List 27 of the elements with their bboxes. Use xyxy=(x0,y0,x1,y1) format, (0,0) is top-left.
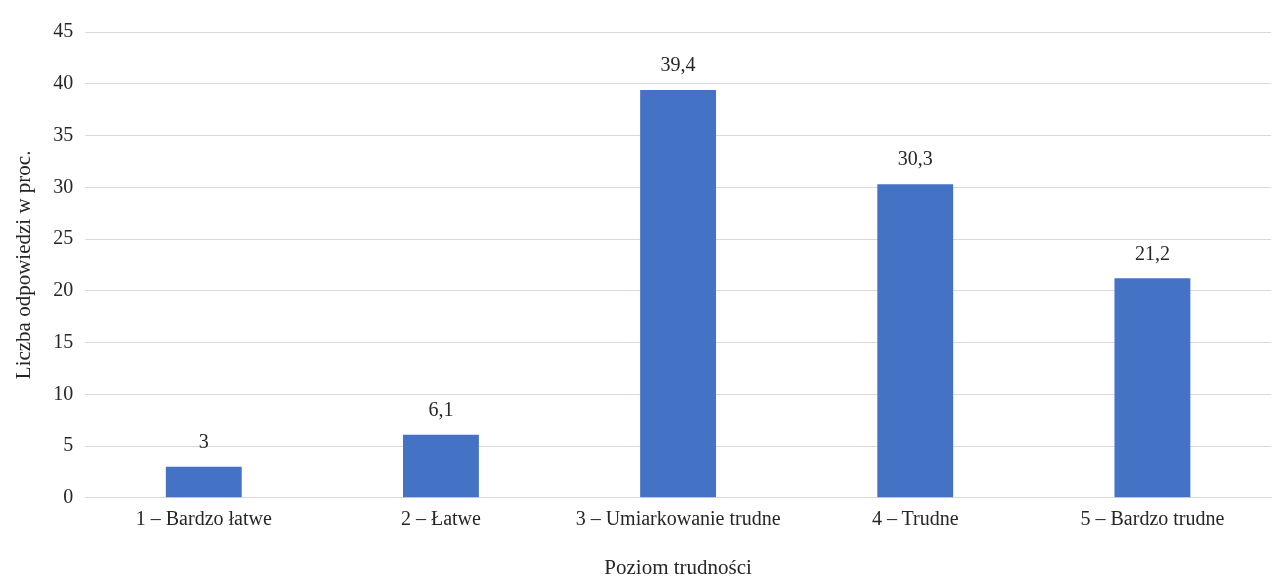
y-axis-title: Liczba odpowiedzi w proc. xyxy=(11,150,36,380)
data-label: 6,1 xyxy=(428,397,454,420)
y-tick-label: 25 xyxy=(53,226,74,249)
x-tick-label: 3 – Umiarkowanie trudne xyxy=(575,507,781,530)
data-label: 3 xyxy=(198,430,209,452)
y-tick-label: 10 xyxy=(53,381,74,404)
y-tick-label: 5 xyxy=(63,433,74,456)
data-label: 39,4 xyxy=(660,53,696,76)
x-tick-label: 5 – Bardzo trudne xyxy=(1080,507,1225,530)
y-tick-label: 45 xyxy=(53,19,74,42)
y-tick-label: 30 xyxy=(53,174,74,197)
data-label: 21,2 xyxy=(1134,241,1170,264)
x-tick-label: 4 – Trudne xyxy=(871,507,959,530)
y-tick-label: 15 xyxy=(53,329,74,352)
x-tick-label: 1 – Bardzo łatwe xyxy=(135,507,272,530)
bar xyxy=(165,466,242,498)
y-tick-label: 40 xyxy=(53,71,74,94)
y-tick-label: 0 xyxy=(63,485,74,508)
data-label: 30,3 xyxy=(897,147,933,170)
y-tick-label: 35 xyxy=(53,122,74,145)
x-axis-title: Poziom trudności xyxy=(604,554,753,579)
y-tick-label: 20 xyxy=(53,278,74,301)
bar xyxy=(402,434,479,498)
x-tick-label: 2 – Łatwe xyxy=(400,507,482,530)
bar xyxy=(1114,278,1191,498)
bar xyxy=(877,184,954,498)
bar xyxy=(640,89,717,498)
